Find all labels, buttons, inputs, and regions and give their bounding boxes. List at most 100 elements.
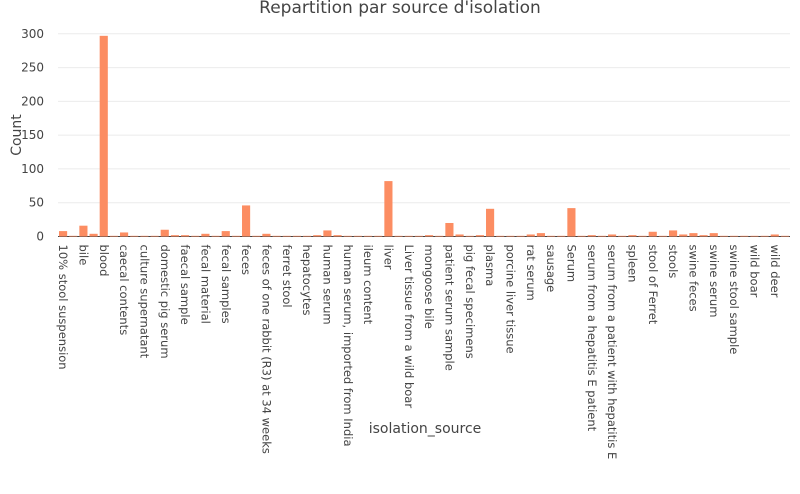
bar[interactable]	[587, 235, 596, 237]
bar[interactable]	[557, 235, 566, 237]
y-tick-label: 0	[36, 230, 44, 244]
x-tick-label: porcine liver tissue	[503, 245, 517, 354]
x-tick-label: 10% stool suspension	[56, 245, 70, 370]
bar[interactable]	[79, 225, 88, 237]
bar[interactable]	[679, 234, 688, 237]
bar[interactable]	[150, 235, 159, 237]
bar[interactable]	[170, 235, 179, 237]
bar[interactable]	[211, 235, 220, 237]
bar[interactable]	[577, 235, 586, 237]
bar[interactable]	[465, 235, 474, 237]
bar[interactable]	[699, 235, 708, 237]
bar[interactable]	[59, 231, 68, 237]
x-tick-label: hepatocytes	[300, 245, 314, 316]
bar[interactable]	[750, 235, 759, 237]
bar[interactable]	[374, 235, 383, 237]
x-tick-label: pig fecal specimens	[463, 245, 477, 359]
bar[interactable]	[669, 230, 678, 237]
bar[interactable]	[445, 222, 454, 237]
bar[interactable]	[364, 235, 373, 237]
x-tick-label: fecal samples	[219, 245, 233, 324]
bar[interactable]	[567, 208, 576, 237]
bar[interactable]	[353, 235, 362, 237]
bar[interactable]	[191, 235, 200, 237]
y-tick-label: 200	[21, 94, 44, 108]
x-tick-label: plasma	[483, 245, 497, 287]
bar[interactable]	[689, 233, 698, 237]
bar[interactable]	[231, 235, 240, 237]
gridlines	[58, 33, 790, 237]
bar[interactable]	[69, 235, 78, 237]
bar[interactable]	[435, 235, 444, 237]
bar[interactable]	[109, 235, 118, 237]
bar[interactable]	[262, 233, 271, 237]
bar[interactable]	[628, 235, 637, 237]
bar[interactable]	[282, 235, 291, 237]
bar[interactable]	[242, 205, 251, 237]
bar[interactable]	[425, 235, 434, 237]
bar[interactable]	[130, 235, 139, 237]
bar[interactable]	[99, 35, 108, 237]
chart-title: Repartition par source d'isolation	[259, 0, 541, 18]
bar[interactable]	[272, 235, 281, 237]
bar[interactable]	[608, 234, 617, 237]
y-tick-label: 250	[21, 61, 44, 75]
bar[interactable]	[770, 234, 779, 237]
bar[interactable]	[638, 235, 647, 237]
bar[interactable]	[618, 235, 627, 237]
x-tick-label: mongoose bile	[422, 245, 436, 329]
bar[interactable]	[536, 233, 545, 237]
bar[interactable]	[496, 235, 505, 237]
x-tick-label: human serum	[320, 245, 334, 325]
x-tick-label: patient serum sample	[442, 245, 456, 371]
bar[interactable]	[181, 235, 190, 237]
bar[interactable]	[323, 230, 332, 237]
bar[interactable]	[343, 235, 352, 237]
bar[interactable]	[475, 235, 484, 237]
bar[interactable]	[120, 232, 129, 237]
x-tick-label: caecal contents	[117, 245, 131, 336]
x-tick-label: faecal sample	[178, 245, 192, 325]
x-tick-label: rat serum	[524, 245, 538, 301]
y-tick-label: 300	[21, 27, 44, 41]
bar[interactable]	[709, 233, 718, 237]
bar[interactable]	[506, 235, 515, 237]
bar[interactable]	[394, 235, 403, 237]
bar[interactable]	[516, 235, 525, 237]
bar[interactable]	[414, 235, 423, 237]
bar[interactable]	[740, 235, 749, 237]
x-tick-label: stools	[666, 245, 680, 279]
x-axis-title: isolation_source	[369, 421, 482, 437]
bar[interactable]	[292, 235, 301, 237]
bar[interactable]	[648, 231, 657, 237]
bar[interactable]	[658, 235, 667, 237]
bar[interactable]	[252, 235, 261, 237]
bar[interactable]	[730, 235, 739, 237]
bar[interactable]	[201, 233, 210, 237]
bar[interactable]	[140, 235, 149, 237]
bar[interactable]	[313, 235, 322, 237]
bar[interactable]	[526, 234, 535, 237]
bar[interactable]	[719, 235, 728, 237]
x-tick-label: ileum content	[361, 245, 375, 325]
x-tick-label: Liver tissue from a wild boar	[402, 245, 416, 409]
bar[interactable]	[333, 235, 342, 237]
bar[interactable]	[455, 234, 464, 237]
bar[interactable]	[160, 229, 169, 237]
bars	[59, 35, 789, 237]
bar[interactable]	[384, 181, 393, 237]
bar[interactable]	[89, 233, 98, 237]
x-tick-label: wild deer	[768, 245, 782, 298]
bar[interactable]	[221, 231, 230, 237]
bar[interactable]	[780, 235, 789, 237]
x-tick-label: culture supernatant	[137, 245, 151, 359]
bar[interactable]	[303, 235, 312, 237]
bar[interactable]	[404, 235, 413, 237]
bar[interactable]	[486, 208, 495, 237]
bar[interactable]	[547, 235, 556, 237]
bar[interactable]	[760, 235, 769, 237]
bar[interactable]	[597, 235, 606, 237]
x-tick-label: ferret stool	[280, 245, 294, 308]
x-tick-label: swine serum	[707, 245, 721, 318]
